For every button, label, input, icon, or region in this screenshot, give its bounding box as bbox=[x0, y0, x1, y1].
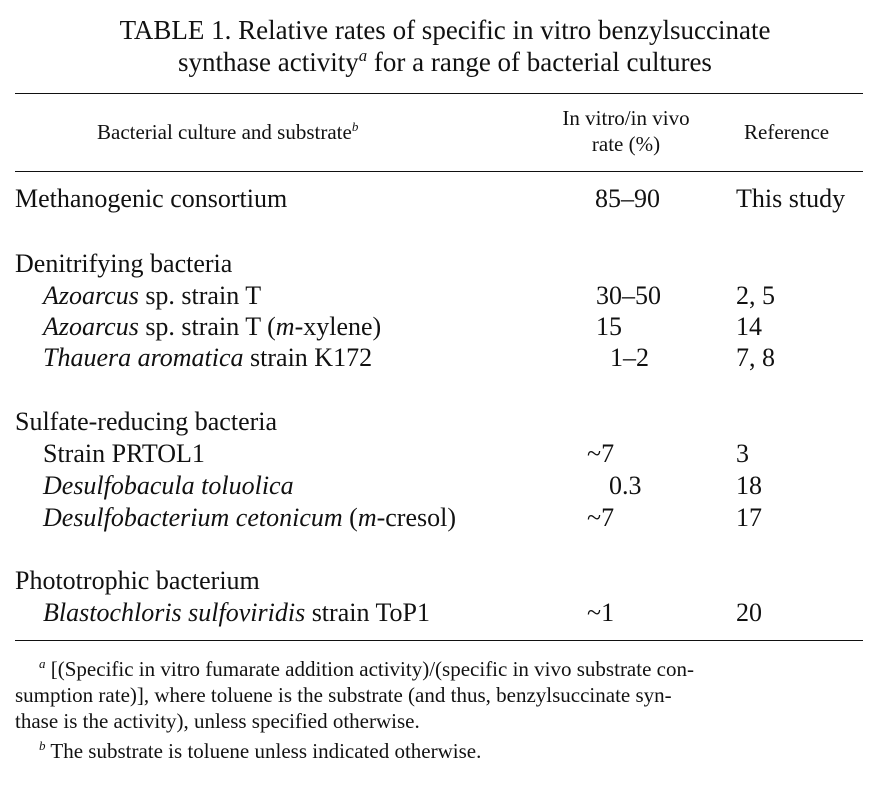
group-phototrophic-label: Phototrophic bacterium bbox=[15, 566, 260, 595]
rate-value: ~1 bbox=[587, 598, 615, 627]
rate-value: ~7 bbox=[587, 439, 615, 468]
strain-text: Strain PRTOL1 bbox=[43, 439, 205, 468]
substrate-text: -xylene) bbox=[294, 312, 382, 341]
table-row: Thauera aromatica strain K172 bbox=[43, 342, 372, 374]
reference-value: 18 bbox=[736, 471, 762, 500]
reference-value: 17 bbox=[736, 503, 762, 532]
footnote-a: a [(Specific in vitro fumarate addition … bbox=[15, 656, 863, 734]
species-name: Desulfobacula toluolica bbox=[43, 471, 294, 500]
footnote-a-mark: a bbox=[39, 656, 46, 671]
species-name: Azoarcus bbox=[43, 312, 139, 341]
ref-methanogenic: This study bbox=[736, 184, 846, 213]
substrate-prefix: m bbox=[357, 503, 377, 532]
group-methanogenic-label: Methanogenic consortium bbox=[15, 184, 288, 213]
substrate-text: -cresol) bbox=[376, 503, 457, 532]
reference-value: 20 bbox=[736, 598, 762, 627]
rate-value: ~7 bbox=[587, 503, 615, 532]
rate-methanogenic: 85–90 bbox=[595, 184, 660, 213]
species-name: Azoarcus bbox=[43, 281, 139, 310]
species-name: Blastochloris sulfoviridis bbox=[43, 598, 306, 627]
footnote-a-line-2: sumption rate)], where toluene is the su… bbox=[15, 683, 672, 707]
footnote-a-line-3: thase is the activity), unless specified… bbox=[15, 709, 420, 733]
table-row: Blastochloris sulfoviridis strain ToP1 bbox=[43, 597, 430, 629]
table-title-line-2: synthase activitya for a range of bacter… bbox=[0, 46, 890, 78]
table-row: Desulfobacula toluolica bbox=[43, 470, 294, 502]
footnote-a-text-1: [(Specific in vitro fumarate addition ac… bbox=[45, 657, 694, 681]
species-name: Thauera aromatica bbox=[43, 343, 244, 372]
substrate-prefix: m bbox=[275, 312, 295, 341]
title-line-2-text: synthase activity bbox=[178, 47, 359, 77]
header-culture-substrate: Bacterial culture and substrateb bbox=[97, 119, 358, 145]
strain-text: strain ToP1 bbox=[305, 598, 431, 627]
header-culture-label: Bacterial culture and substrate bbox=[97, 120, 352, 144]
table-row: Azoarcus sp. strain T bbox=[43, 280, 261, 312]
group-sulfate-label: Sulfate-reducing bacteria bbox=[15, 407, 278, 436]
footnote-b: b The substrate is toluene unless indica… bbox=[15, 738, 863, 764]
table-row: Strain PRTOL1 bbox=[43, 438, 205, 470]
footnote-a-marker: a bbox=[358, 46, 368, 65]
header-rule bbox=[15, 171, 863, 172]
rate-value: 15 bbox=[596, 312, 622, 341]
reference-value: 7, 8 bbox=[736, 343, 775, 372]
rate-value: 1–2 bbox=[610, 343, 649, 372]
strain-text: strain K172 bbox=[243, 343, 373, 372]
header-rate: In vitro/in vivo rate (%) bbox=[540, 105, 712, 157]
table-row: Desulfobacterium cetonicum (m-cresol) bbox=[43, 502, 456, 534]
strain-text: sp. strain T ( bbox=[138, 312, 276, 341]
header-rate-line-2: rate (%) bbox=[591, 132, 661, 156]
footnote-b-mark: b bbox=[39, 738, 46, 753]
group-denitrifying-label: Denitrifying bacteria bbox=[15, 249, 233, 278]
table-title-line-1: TABLE 1. Relative rates of specific in v… bbox=[119, 15, 771, 45]
footnote-b-text-1: The substrate is toluene unless indicate… bbox=[45, 739, 482, 763]
table-top-rule bbox=[15, 93, 863, 94]
species-name: Desulfobacterium cetonicum bbox=[43, 503, 343, 532]
rate-value: 0.3 bbox=[609, 471, 642, 500]
table-row: Azoarcus sp. strain T (m-xylene) bbox=[43, 311, 381, 343]
footnote-a-line-1: a [(Specific in vitro fumarate addition … bbox=[15, 656, 863, 682]
reference-value: 14 bbox=[736, 312, 762, 341]
header-rate-line-1: In vitro/in vivo bbox=[562, 106, 690, 130]
title-line-2-rest: for a range of bacterial cultures bbox=[367, 47, 712, 77]
reference-value: 3 bbox=[736, 439, 749, 468]
footnote-b-line-1: b The substrate is toluene unless indica… bbox=[15, 738, 863, 764]
header-reference: Reference bbox=[744, 120, 830, 144]
strain-text: sp. strain T bbox=[138, 281, 262, 310]
reference-value: 2, 5 bbox=[736, 281, 775, 310]
strain-text: ( bbox=[342, 503, 358, 532]
footnote-b-marker: b bbox=[351, 119, 359, 134]
rate-value: 30–50 bbox=[596, 281, 661, 310]
table-bottom-rule bbox=[15, 640, 863, 641]
table-title: TABLE 1. Relative rates of specific in v… bbox=[0, 14, 890, 78]
